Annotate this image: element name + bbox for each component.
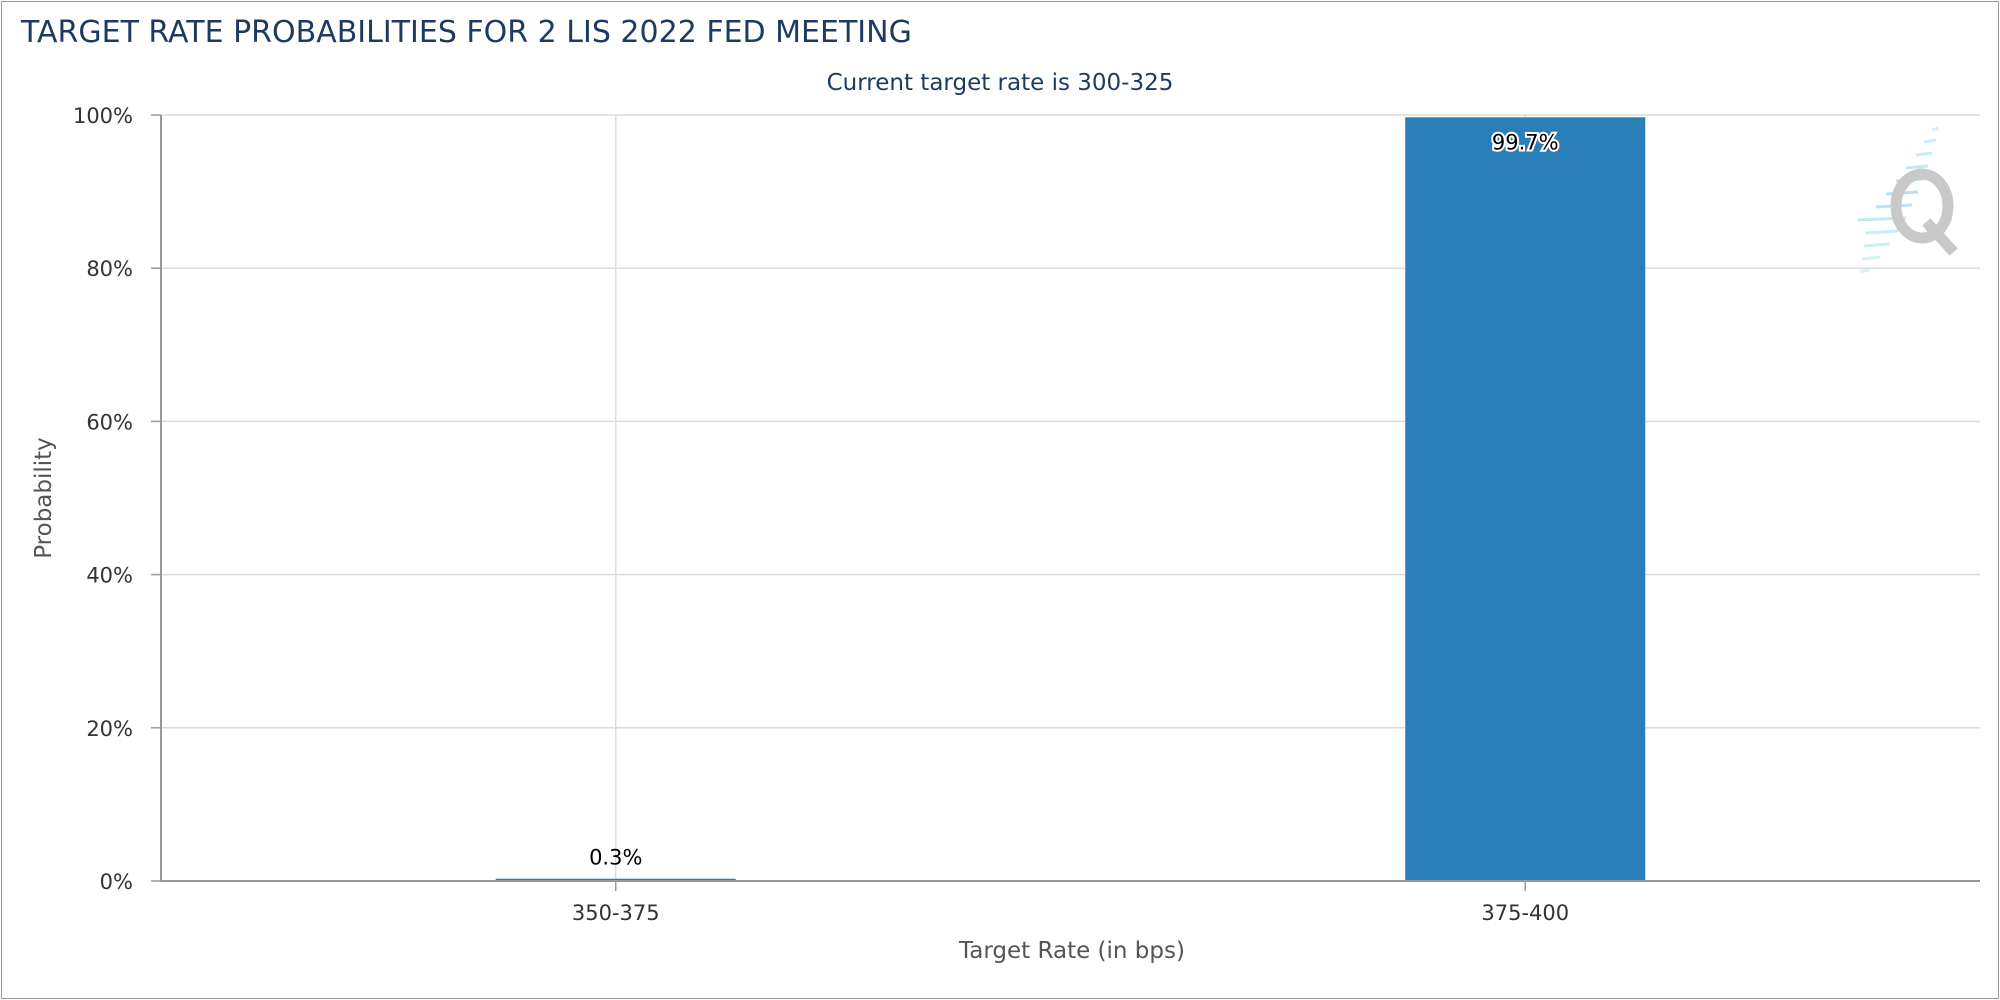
x-tick-label: 350-375	[572, 901, 660, 925]
bar	[495, 878, 736, 881]
bar-data-label: 99.7%	[1492, 130, 1559, 154]
y-tick-label: 80%	[86, 257, 133, 281]
y-tick-label: 100%	[73, 104, 133, 128]
gridlines	[161, 114, 1980, 881]
bars	[495, 117, 1646, 882]
bar	[1405, 117, 1646, 882]
y-tick-label: 60%	[86, 410, 133, 434]
axes: 0% 20% 40% 60% 80% 100% 350-375 375-400	[73, 104, 1980, 925]
y-axis-label: Probability	[31, 437, 57, 559]
x-tick-label: 375-400	[1481, 901, 1569, 925]
y-tick-label: 40%	[86, 564, 133, 588]
chart-subtitle: Current target rate is 300-325	[827, 70, 1174, 96]
data-labels: 0.3% 99.7%	[589, 128, 1561, 870]
x-axis-label: Target Rate (in bps)	[958, 938, 1185, 964]
chart-title: TARGET RATE PROBABILITIES FOR 2 LIS 2022…	[20, 15, 912, 50]
y-tick-label: 20%	[86, 717, 133, 741]
bar-data-label: 0.3%	[589, 846, 642, 870]
y-tick-label: 0%	[100, 870, 133, 894]
q-logo-icon	[1857, 126, 1958, 274]
